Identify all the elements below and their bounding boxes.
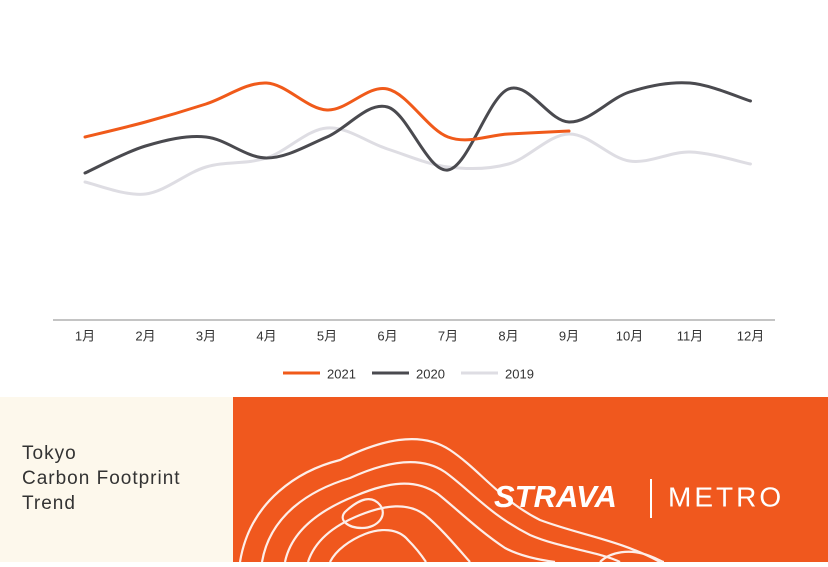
legend-label: 2021 [327, 366, 356, 381]
series-line [83, 81, 571, 142]
x-tick-label: 10月 [616, 328, 643, 343]
x-tick-label: 8月 [498, 328, 518, 343]
banner-title: Tokyo [22, 443, 77, 464]
x-tick-label: 11月 [677, 328, 704, 343]
legend-label: 2019 [505, 366, 534, 381]
x-tick-label: 2月 [135, 328, 155, 343]
series-line [83, 81, 752, 175]
series-line [83, 126, 752, 196]
legend-label: 2020 [416, 366, 445, 381]
x-tick-label: 12月 [737, 328, 764, 343]
banner-title: Carbon Footprint [22, 468, 181, 489]
x-tick-label: 6月 [377, 328, 397, 343]
x-tick-label: 1月 [75, 328, 95, 343]
x-tick-label: 5月 [317, 328, 337, 343]
banner-title: Trend [22, 493, 76, 514]
brand-sub: METRO [668, 481, 784, 512]
banner-left [0, 397, 233, 562]
x-tick-label: 9月 [559, 328, 579, 343]
brand-logo: STRAVA [494, 479, 617, 514]
contour-art [238, 438, 665, 564]
x-tick-label: 7月 [438, 328, 458, 343]
x-tick-label: 4月 [256, 328, 276, 343]
x-tick-label: 3月 [196, 328, 216, 343]
